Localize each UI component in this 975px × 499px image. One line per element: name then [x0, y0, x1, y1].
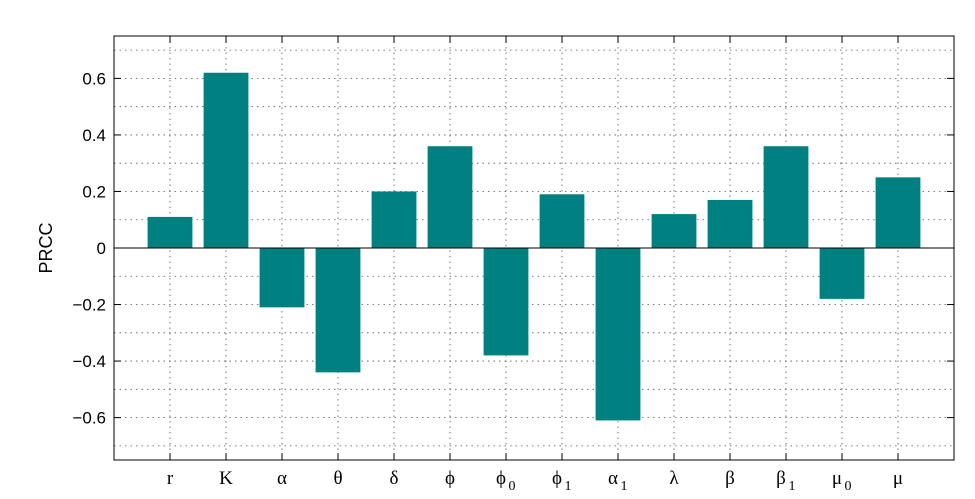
y-tick-label: 0.2	[82, 182, 106, 201]
bar	[595, 248, 641, 421]
x-tick-label: K	[219, 468, 233, 489]
bar	[707, 199, 753, 248]
x-tick-label: ϕ	[496, 468, 506, 489]
x-tick-label: ϕ	[552, 468, 562, 489]
axes	[113, 35, 955, 461]
bar	[651, 214, 697, 248]
x-tick-label: α	[277, 468, 287, 489]
x-tick-label: μ	[832, 468, 842, 489]
x-tick-label: μ	[893, 468, 903, 489]
x-tick-label: λ	[669, 468, 679, 489]
x-tick-subscript: 1	[621, 479, 628, 494]
x-tick-subscript: 0	[845, 479, 852, 494]
bar	[315, 248, 361, 373]
y-tick-label: 0.4	[82, 126, 106, 145]
y-tick-label: −0.6	[72, 409, 106, 428]
x-tick-label: θ	[333, 468, 342, 489]
x-tick-subscript: 1	[789, 479, 796, 494]
x-tick-subscript: 0	[509, 479, 516, 494]
bar	[539, 194, 585, 248]
bar	[875, 177, 921, 248]
y-axis-label: PRCC	[36, 222, 56, 273]
bar	[203, 72, 249, 248]
y-tick-label: −0.2	[72, 296, 106, 315]
y-tick-label: 0.6	[82, 69, 106, 88]
x-tick-label: β	[776, 468, 786, 489]
x-tick-label: r	[167, 468, 174, 489]
bar	[147, 216, 193, 248]
bar	[763, 146, 809, 248]
bar	[371, 191, 417, 248]
x-tick-label: β	[725, 468, 735, 489]
x-tick-label: ϕ	[445, 468, 455, 489]
bar	[427, 146, 473, 248]
bar	[819, 248, 865, 299]
bars	[147, 72, 921, 421]
x-tick-label: δ	[390, 468, 399, 489]
y-tick-label: −0.4	[72, 352, 106, 371]
x-tick-label: α	[608, 468, 618, 489]
bar	[483, 248, 529, 356]
bar	[259, 248, 305, 308]
y-tick-label: 0	[97, 239, 106, 258]
x-tick-subscript: 1	[565, 479, 572, 494]
